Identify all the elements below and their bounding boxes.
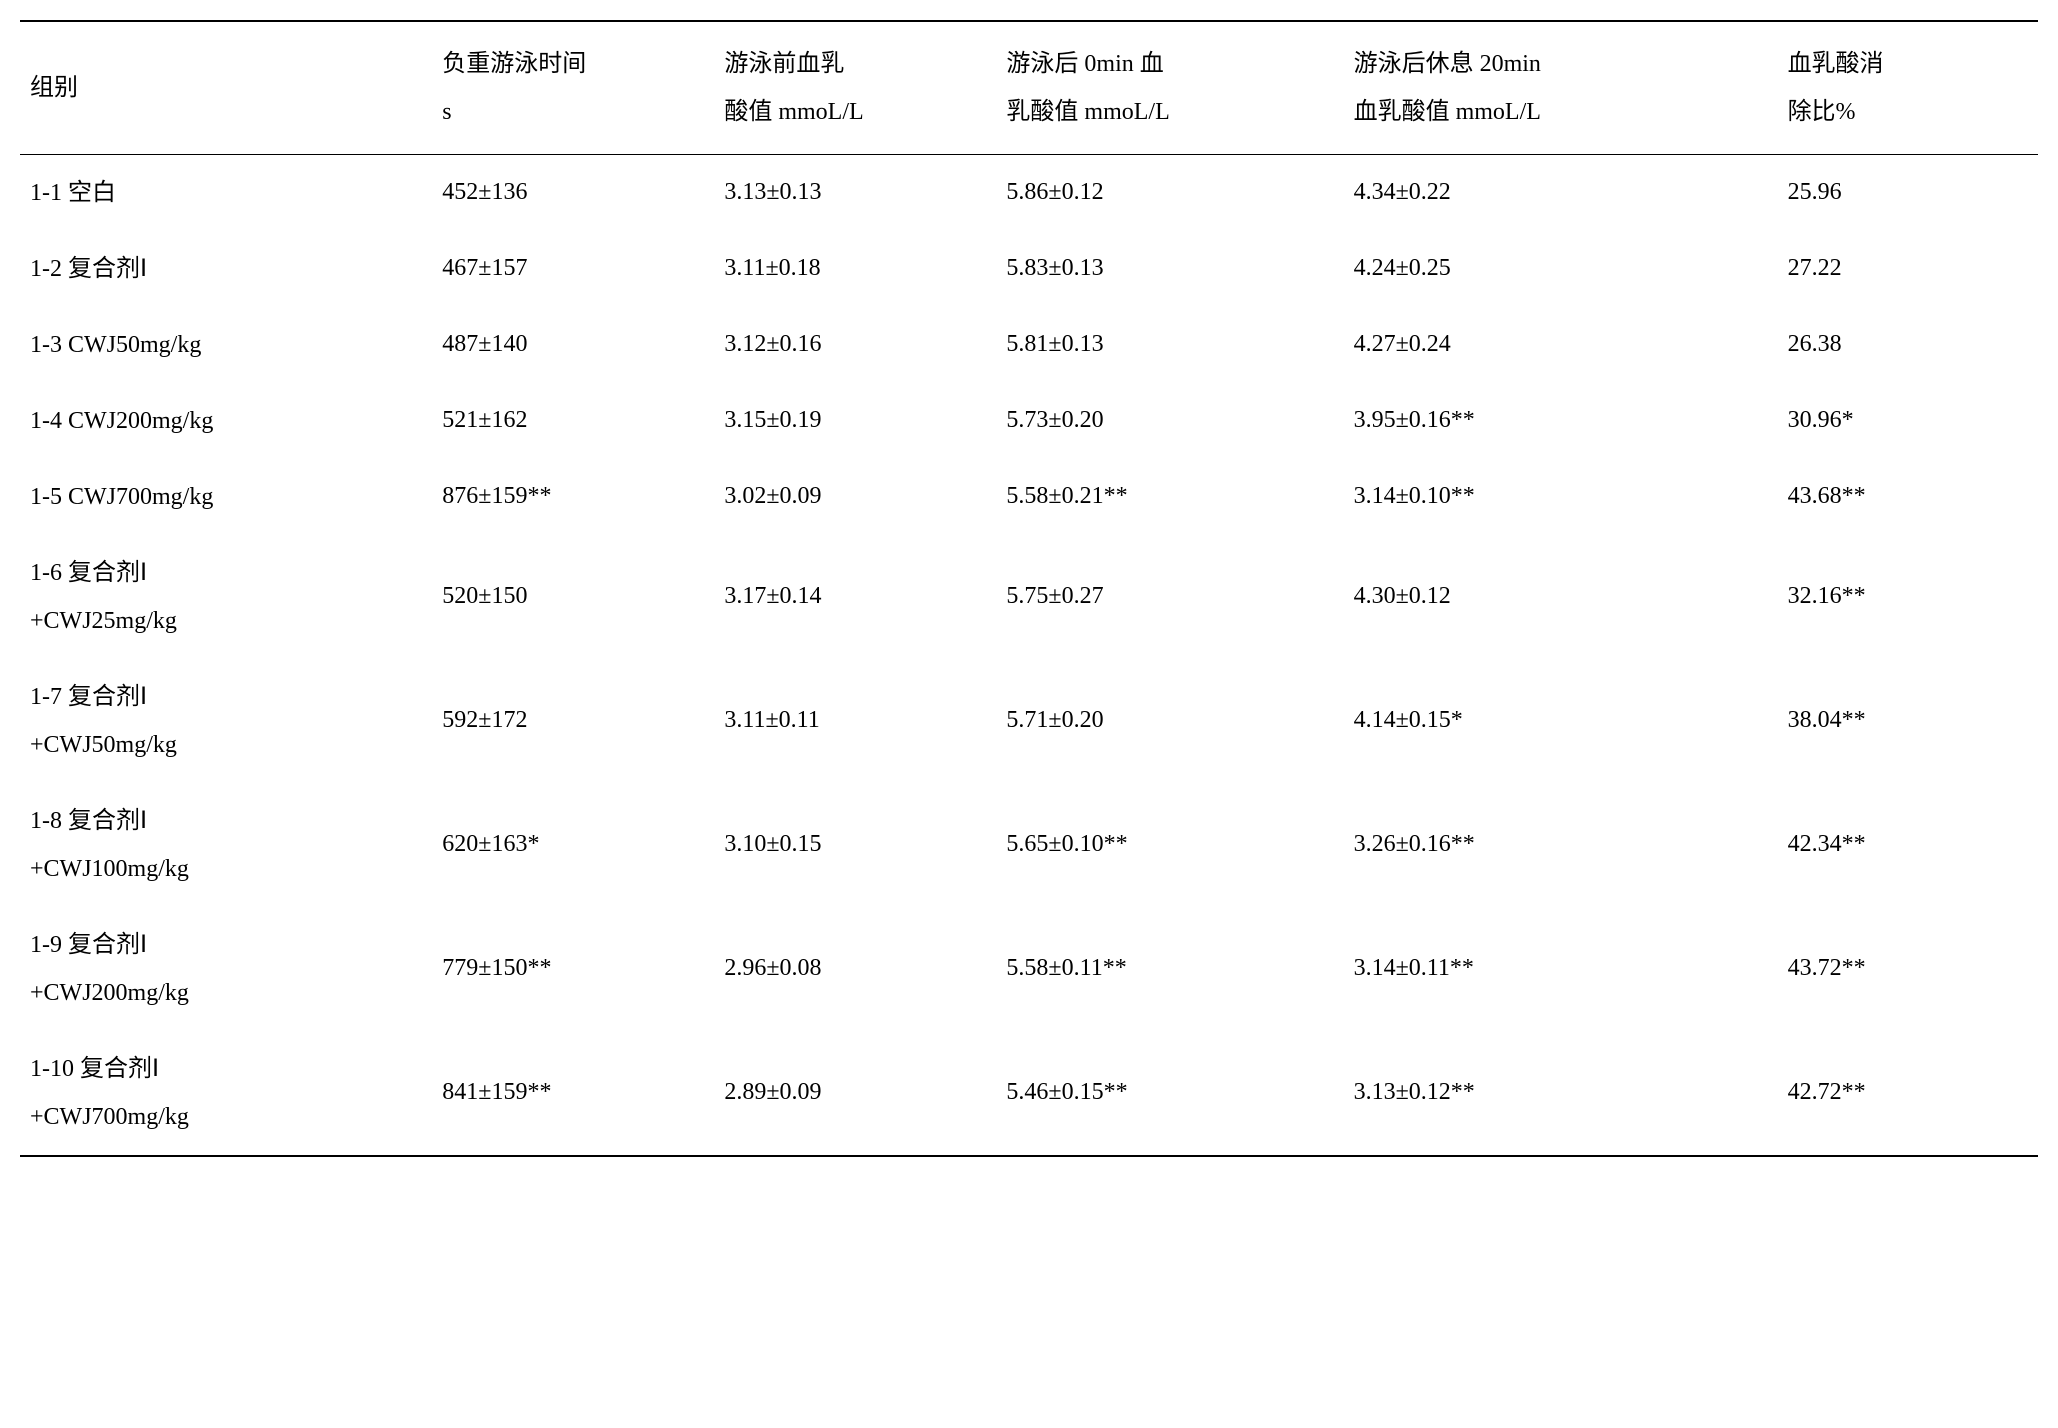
table-row: 1-10 复合剂Ⅰ+CWJ700mg/kg841±159**2.89±0.095… [20, 1031, 2038, 1156]
table-row: 1-4 CWJ200mg/kg521±1623.15±0.195.73±0.20… [20, 383, 2038, 459]
cell-swim-time: 620±163* [432, 783, 714, 907]
cell-lactate-before: 2.89±0.09 [714, 1031, 996, 1156]
cell-lactate-20min: 4.27±0.24 [1344, 307, 1778, 383]
cell-group: 1-5 CWJ700mg/kg [20, 459, 432, 535]
cell-swim-time: 521±162 [432, 383, 714, 459]
cell-swim-time: 487±140 [432, 307, 714, 383]
header-clearance: 血乳酸消除比% [1778, 21, 2038, 155]
cell-lactate-0min: 5.81±0.13 [996, 307, 1343, 383]
table-row: 1-8 复合剂Ⅰ+CWJ100mg/kg620±163*3.10±0.155.6… [20, 783, 2038, 907]
table-row: 1-6 复合剂Ⅰ+CWJ25mg/kg520±1503.17±0.145.75±… [20, 535, 2038, 659]
cell-swim-time: 520±150 [432, 535, 714, 659]
cell-lactate-0min: 5.71±0.20 [996, 659, 1343, 783]
cell-lactate-20min: 4.24±0.25 [1344, 231, 1778, 307]
cell-lactate-20min: 3.13±0.12** [1344, 1031, 1778, 1156]
cell-group: 1-1 空白 [20, 155, 432, 232]
cell-lactate-before: 3.02±0.09 [714, 459, 996, 535]
cell-clearance: 42.34** [1778, 783, 2038, 907]
header-swim-time: 负重游泳时间s [432, 21, 714, 155]
cell-lactate-20min: 4.30±0.12 [1344, 535, 1778, 659]
table-row: 1-7 复合剂Ⅰ+CWJ50mg/kg592±1723.11±0.115.71±… [20, 659, 2038, 783]
cell-swim-time: 876±159** [432, 459, 714, 535]
table-row: 1-1 空白452±1363.13±0.135.86±0.124.34±0.22… [20, 155, 2038, 232]
cell-swim-time: 841±159** [432, 1031, 714, 1156]
table-row: 1-9 复合剂Ⅰ+CWJ200mg/kg779±150**2.96±0.085.… [20, 907, 2038, 1031]
cell-lactate-20min: 3.14±0.11** [1344, 907, 1778, 1031]
header-lactate-before: 游泳前血乳酸值 mmoL/L [714, 21, 996, 155]
cell-lactate-0min: 5.75±0.27 [996, 535, 1343, 659]
cell-clearance: 43.68** [1778, 459, 2038, 535]
cell-group: 1-3 CWJ50mg/kg [20, 307, 432, 383]
table-row: 1-2 复合剂Ⅰ467±1573.11±0.185.83±0.134.24±0.… [20, 231, 2038, 307]
cell-lactate-20min: 4.34±0.22 [1344, 155, 1778, 232]
header-group: 组别 [20, 21, 432, 155]
cell-clearance: 43.72** [1778, 907, 2038, 1031]
cell-group: 1-10 复合剂Ⅰ+CWJ700mg/kg [20, 1031, 432, 1156]
cell-lactate-0min: 5.46±0.15** [996, 1031, 1343, 1156]
cell-lactate-0min: 5.65±0.10** [996, 783, 1343, 907]
cell-clearance: 30.96* [1778, 383, 2038, 459]
cell-swim-time: 467±157 [432, 231, 714, 307]
cell-lactate-0min: 5.73±0.20 [996, 383, 1343, 459]
cell-lactate-before: 3.17±0.14 [714, 535, 996, 659]
table-row: 1-5 CWJ700mg/kg876±159**3.02±0.095.58±0.… [20, 459, 2038, 535]
cell-lactate-20min: 4.14±0.15* [1344, 659, 1778, 783]
header-lactate-20min: 游泳后休息 20min血乳酸值 mmoL/L [1344, 21, 1778, 155]
cell-group: 1-4 CWJ200mg/kg [20, 383, 432, 459]
cell-clearance: 38.04** [1778, 659, 2038, 783]
cell-clearance: 32.16** [1778, 535, 2038, 659]
cell-lactate-20min: 3.14±0.10** [1344, 459, 1778, 535]
cell-clearance: 25.96 [1778, 155, 2038, 232]
header-lactate-0min: 游泳后 0min 血乳酸值 mmoL/L [996, 21, 1343, 155]
cell-lactate-0min: 5.58±0.11** [996, 907, 1343, 1031]
cell-swim-time: 779±150** [432, 907, 714, 1031]
cell-lactate-before: 3.11±0.11 [714, 659, 996, 783]
cell-clearance: 26.38 [1778, 307, 2038, 383]
cell-lactate-before: 3.10±0.15 [714, 783, 996, 907]
cell-lactate-before: 3.11±0.18 [714, 231, 996, 307]
cell-clearance: 27.22 [1778, 231, 2038, 307]
cell-clearance: 42.72** [1778, 1031, 2038, 1156]
cell-group: 1-6 复合剂Ⅰ+CWJ25mg/kg [20, 535, 432, 659]
cell-lactate-0min: 5.86±0.12 [996, 155, 1343, 232]
cell-lactate-20min: 3.26±0.16** [1344, 783, 1778, 907]
cell-swim-time: 592±172 [432, 659, 714, 783]
cell-swim-time: 452±136 [432, 155, 714, 232]
cell-lactate-before: 3.12±0.16 [714, 307, 996, 383]
data-table: 组别 负重游泳时间s 游泳前血乳酸值 mmoL/L 游泳后 0min 血乳酸值 … [20, 20, 2038, 1157]
cell-lactate-before: 3.15±0.19 [714, 383, 996, 459]
cell-lactate-before: 2.96±0.08 [714, 907, 996, 1031]
cell-group: 1-2 复合剂Ⅰ [20, 231, 432, 307]
cell-lactate-0min: 5.83±0.13 [996, 231, 1343, 307]
table-body: 1-1 空白452±1363.13±0.135.86±0.124.34±0.22… [20, 155, 2038, 1157]
table-header-row: 组别 负重游泳时间s 游泳前血乳酸值 mmoL/L 游泳后 0min 血乳酸值 … [20, 21, 2038, 155]
cell-group: 1-9 复合剂Ⅰ+CWJ200mg/kg [20, 907, 432, 1031]
cell-group: 1-8 复合剂Ⅰ+CWJ100mg/kg [20, 783, 432, 907]
cell-group: 1-7 复合剂Ⅰ+CWJ50mg/kg [20, 659, 432, 783]
cell-lactate-20min: 3.95±0.16** [1344, 383, 1778, 459]
cell-lactate-0min: 5.58±0.21** [996, 459, 1343, 535]
cell-lactate-before: 3.13±0.13 [714, 155, 996, 232]
table-row: 1-3 CWJ50mg/kg487±1403.12±0.165.81±0.134… [20, 307, 2038, 383]
